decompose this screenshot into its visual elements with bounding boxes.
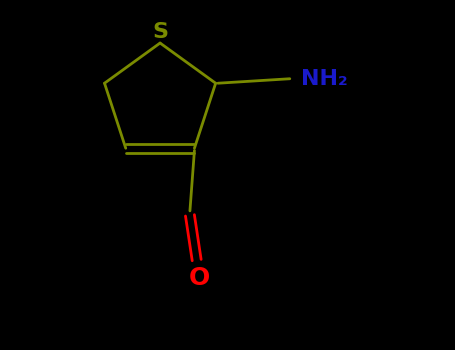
Text: S: S [152,22,168,42]
Text: O: O [188,266,210,290]
Text: NH₂: NH₂ [301,69,348,89]
